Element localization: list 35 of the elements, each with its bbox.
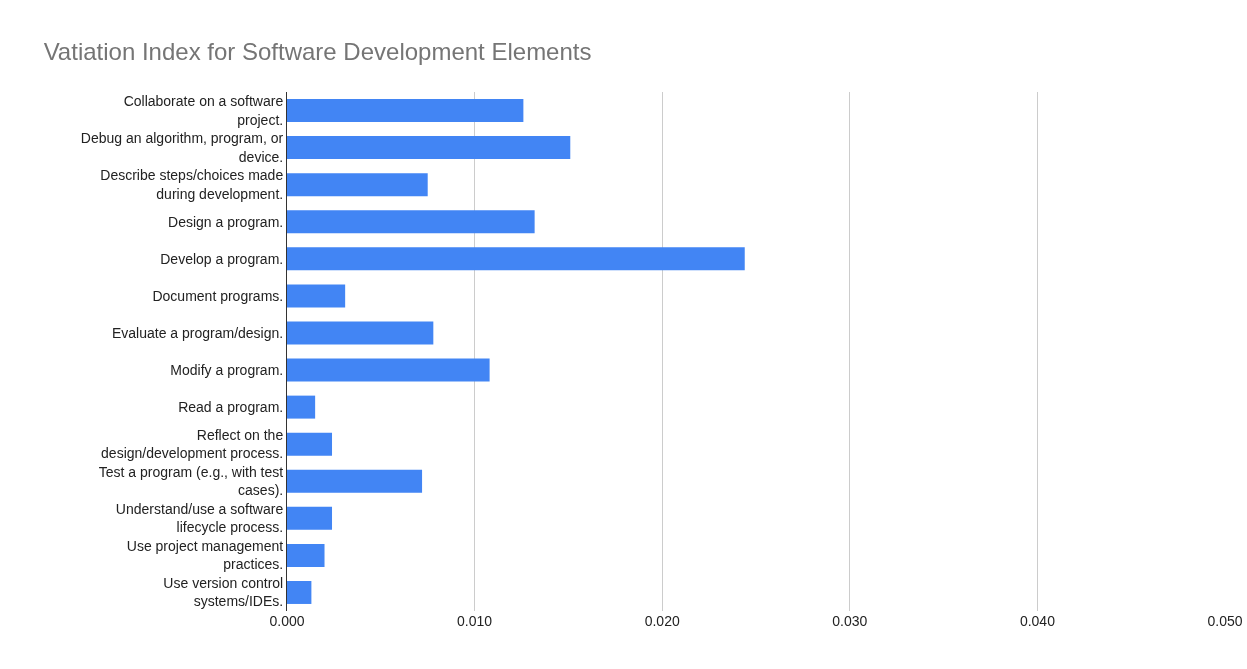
bar	[287, 395, 316, 419]
bar	[287, 358, 490, 382]
y-tick-label: Document programs.	[152, 287, 284, 304]
bar	[287, 506, 333, 530]
bar	[287, 580, 312, 604]
y-tick-label: Collaborate on a software project.	[123, 93, 284, 128]
y-tick-label: Evaluate a program/design.	[111, 324, 284, 341]
bar	[287, 321, 434, 345]
x-tick-label: 0.030	[832, 613, 868, 629]
y-tick-label: Use project management practices.	[126, 538, 284, 573]
y-tick-label: Use version control systems/IDEs.	[163, 575, 284, 610]
y-tick-label: Test a program (e.g., with test cases).	[98, 464, 284, 499]
bar	[287, 432, 333, 456]
chart-title: Vatiation Index for Software Development Elements	[43, 38, 592, 66]
x-tick-label: 0.000	[269, 613, 305, 629]
y-tick-label: Design a program.	[168, 213, 284, 230]
y-tick-label: Read a program.	[178, 399, 284, 416]
bar	[287, 543, 325, 567]
bar	[287, 173, 428, 197]
x-tick-label: 0.040	[1019, 613, 1056, 629]
y-tick-label: Describe steps/choices made during development.	[100, 167, 284, 202]
bar	[287, 136, 571, 160]
bar	[287, 210, 535, 234]
y-tick-label: Reflect on the design/development process.	[101, 426, 284, 462]
bar	[287, 99, 524, 123]
y-tick-label: Debug an algorithm, program, or device.	[80, 130, 284, 165]
bar	[287, 247, 745, 271]
x-tick-label: 0.010	[457, 613, 493, 629]
y-tick-label: Understand/use a software lifecycle process.	[115, 501, 284, 536]
bar	[287, 284, 346, 308]
x-tick-label: 0.050	[1207, 613, 1243, 629]
bar	[287, 469, 423, 493]
y-tick-label: Modify a program.	[170, 361, 284, 378]
x-tick-label: 0.020	[644, 613, 680, 629]
y-tick-label: Develop a program.	[160, 250, 284, 267]
